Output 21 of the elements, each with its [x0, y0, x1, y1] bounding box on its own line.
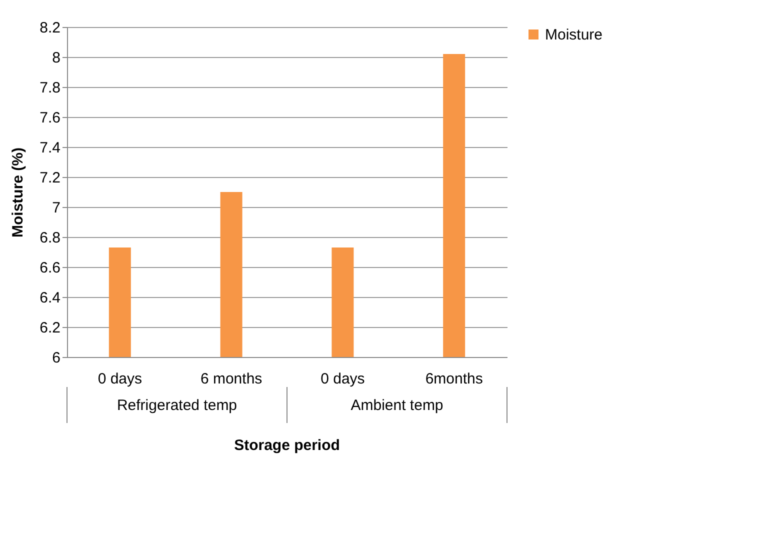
x-tick-label: 6months	[425, 370, 483, 388]
y-tick-label: 6.2	[40, 320, 60, 336]
y-tick-label: 7.4	[40, 140, 60, 156]
y-tick-label: 6.4	[40, 290, 60, 306]
y-tick-label: 6.8	[40, 230, 60, 246]
y-tick-label: 8	[52, 50, 60, 66]
text: Refrigerated temp	[116, 397, 238, 414]
y-tick-label: 7	[52, 200, 60, 216]
x-axis-title: Storage period	[234, 437, 340, 454]
y-axis-title: Moisture (%)	[10, 147, 27, 238]
y-tick-label: 7.8	[40, 80, 60, 96]
legend-label: Moisture	[545, 26, 603, 44]
x-tick-label: 0 days	[98, 370, 142, 388]
y-tick-label: 6.6	[40, 260, 60, 276]
y-tick-label: 8.2	[40, 20, 60, 36]
x-tick-label: 0 days	[320, 370, 365, 388]
y-tick-label: 7.2	[40, 170, 60, 186]
y-tick-label: 6	[52, 350, 60, 366]
y-tick-label: 7.6	[40, 110, 60, 126]
text: Ambient temp	[350, 397, 444, 414]
x-tick-label: 6 months	[200, 370, 262, 388]
